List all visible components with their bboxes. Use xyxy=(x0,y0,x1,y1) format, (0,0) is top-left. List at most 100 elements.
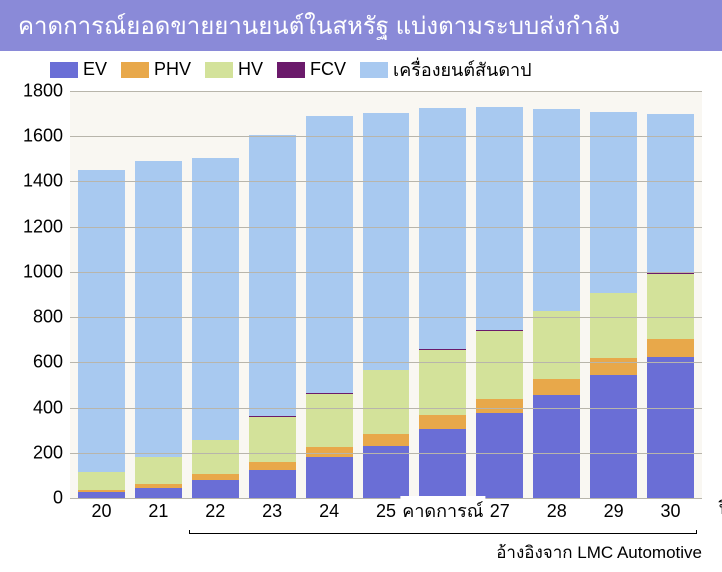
bar-column: 26 xyxy=(419,91,466,498)
bar-column: 28 xyxy=(533,91,580,498)
bar-segment-ice xyxy=(476,107,523,330)
x-tick-label: 29 xyxy=(604,501,624,522)
legend-label: EV xyxy=(83,59,107,80)
legend-swatch xyxy=(50,62,78,78)
bar-segment-phv xyxy=(419,415,466,429)
bar-segment-hv xyxy=(590,293,637,357)
bar-segment-ev xyxy=(647,357,694,498)
x-tick-label: 22 xyxy=(205,501,225,522)
bar-segment-ev xyxy=(363,446,410,498)
bar-segment-phv xyxy=(363,434,410,446)
bar-segment-hv xyxy=(249,417,296,462)
bar-segment-ev xyxy=(306,457,353,498)
y-tick-label: 400 xyxy=(15,397,63,418)
bar-column: 27 xyxy=(476,91,523,498)
legend-item: FCV xyxy=(277,59,346,80)
bar-column: 21 xyxy=(135,91,182,498)
bar-segment-ev xyxy=(533,395,580,498)
bar-segment-hv xyxy=(476,331,523,399)
bar-column: 22 xyxy=(192,91,239,498)
x-tick-label: 21 xyxy=(148,501,168,522)
gridline xyxy=(70,453,702,454)
bar-segment-phv xyxy=(249,462,296,470)
bar-segment-ice xyxy=(647,114,694,273)
bar-segment-phv xyxy=(476,399,523,414)
gridline xyxy=(70,317,702,318)
forecast-bracket xyxy=(189,530,697,534)
bar-segment-ev xyxy=(192,480,239,498)
x-tick-label: 28 xyxy=(547,501,567,522)
bar-column: 24 xyxy=(306,91,353,498)
gridline xyxy=(70,91,702,92)
bar-segment-ice xyxy=(306,116,353,393)
bar-segment-ice xyxy=(533,109,580,310)
legend-label: FCV xyxy=(310,59,346,80)
legend-label: PHV xyxy=(154,59,191,80)
source-citation: อ้างอิงจาก LMC Automotive xyxy=(496,539,702,566)
legend-swatch xyxy=(277,62,305,78)
y-tick-label: 1800 xyxy=(15,81,63,102)
legend-swatch xyxy=(360,62,388,78)
legend: EV PHV HV FCV เครื่องยนต์สันดาป xyxy=(0,51,722,86)
bar-column: 25 xyxy=(363,91,410,498)
x-tick-label: 25 xyxy=(376,501,396,522)
x-tick-label: 27 xyxy=(490,501,510,522)
legend-swatch xyxy=(205,62,233,78)
bar-column: 29 xyxy=(590,91,637,498)
bar-segment-ev xyxy=(135,488,182,498)
y-tick-label: 1000 xyxy=(15,261,63,282)
bar-column: 30 xyxy=(647,91,694,498)
bar-segment-hv xyxy=(533,311,580,379)
x-tick-label: 23 xyxy=(262,501,282,522)
bar-segment-hv xyxy=(647,274,694,338)
bar-segment-hv xyxy=(78,472,125,490)
chart-area: 2021222324252627282930 02004006008001000… xyxy=(70,86,702,526)
bar-segment-ice xyxy=(192,158,239,440)
bar-segment-hv xyxy=(192,440,239,474)
bar-segment-phv xyxy=(533,379,580,395)
bar-segment-ev xyxy=(476,413,523,498)
bar-segment-ev xyxy=(590,375,637,498)
gridline xyxy=(70,408,702,409)
legend-item: PHV xyxy=(121,59,191,80)
legend-label: HV xyxy=(238,59,263,80)
x-axis-unit: ปี xyxy=(719,493,722,522)
bar-column: 20 xyxy=(78,91,125,498)
legend-label: เครื่องยนต์สันดาป xyxy=(393,55,532,84)
bar-segment-ice xyxy=(249,135,296,417)
plot-area: 2021222324252627282930 02004006008001000… xyxy=(70,91,702,498)
x-tick-label: 30 xyxy=(661,501,681,522)
bar-segment-phv xyxy=(590,358,637,375)
y-tick-label: 0 xyxy=(15,488,63,509)
gridline xyxy=(70,136,702,137)
y-tick-label: 200 xyxy=(15,442,63,463)
bar-column: 23 xyxy=(249,91,296,498)
bar-segment-ev xyxy=(249,470,296,498)
gridline xyxy=(70,272,702,273)
y-tick-label: 1600 xyxy=(15,126,63,147)
gridline xyxy=(70,227,702,228)
y-tick-label: 1200 xyxy=(15,216,63,237)
bar-segment-ice xyxy=(363,113,410,370)
x-tick-label: 20 xyxy=(91,501,111,522)
bar-segment-hv xyxy=(135,457,182,484)
bar-segment-phv xyxy=(647,339,694,357)
bar-segment-hv xyxy=(306,394,353,447)
bars-container: 2021222324252627282930 xyxy=(70,91,702,498)
chart-title: คาดการณ์ยอดขายยานยนต์ในสหรัฐ แบ่งตามระบบ… xyxy=(0,0,722,51)
y-tick-label: 1400 xyxy=(15,171,63,192)
y-tick-label: 800 xyxy=(15,307,63,328)
bar-segment-ice xyxy=(419,108,466,349)
bar-segment-ice xyxy=(135,161,182,457)
y-tick-label: 600 xyxy=(15,352,63,373)
x-tick-label: 24 xyxy=(319,501,339,522)
bar-segment-hv xyxy=(419,350,466,416)
legend-item: เครื่องยนต์สันดาป xyxy=(360,55,532,84)
gridline xyxy=(70,181,702,182)
bar-segment-hv xyxy=(363,370,410,433)
bar-segment-ice xyxy=(590,112,637,293)
legend-item: EV xyxy=(50,59,107,80)
forecast-label: คาดการณ์ xyxy=(400,496,485,525)
gridline xyxy=(70,498,702,499)
bar-segment-ev xyxy=(419,429,466,498)
